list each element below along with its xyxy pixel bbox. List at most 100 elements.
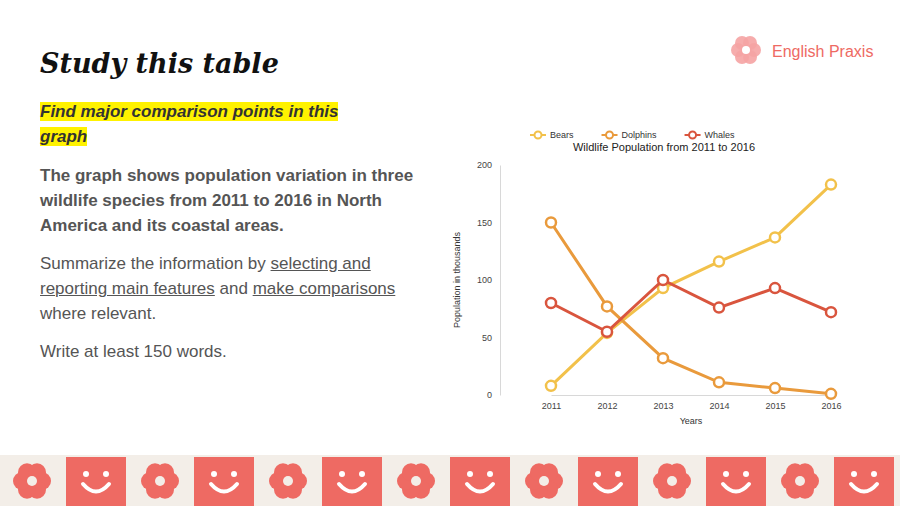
series-point xyxy=(826,307,836,317)
smiley-eye xyxy=(615,471,621,477)
smiley-eye xyxy=(83,471,89,477)
series-point xyxy=(602,327,612,337)
smiley-box xyxy=(578,457,638,506)
legend-item: Whales xyxy=(685,130,736,140)
footer-flower xyxy=(397,463,435,498)
highlight-text: Find major comparison points in this gra… xyxy=(40,102,338,146)
footer-smiley xyxy=(66,457,126,506)
x-tick: 2011 xyxy=(542,395,561,411)
highlight-box: Find major comparison points in this gra… xyxy=(40,99,385,149)
smiley-eye xyxy=(487,471,493,477)
y-tick: 0 xyxy=(487,390,500,400)
legend-marker xyxy=(606,132,613,139)
smiley-mouth xyxy=(339,484,365,492)
smiley-eye xyxy=(467,471,473,477)
footer-flower xyxy=(269,463,307,498)
footer-flower xyxy=(653,463,691,498)
smiley-eye xyxy=(211,471,217,477)
smiley-eye xyxy=(723,471,729,477)
art: English Praxis05010015020020112012201320… xyxy=(0,0,900,506)
legend-marker xyxy=(689,132,696,139)
x-tick-label: 2016 xyxy=(821,401,841,411)
smiley-mouth xyxy=(851,484,877,492)
series-point xyxy=(658,353,668,363)
footer-smiley xyxy=(194,457,254,506)
legend: Bears Dolphins Whales xyxy=(530,130,735,140)
flower-center xyxy=(411,476,421,486)
chart: 0 50 100 150 200 2011 2012 2013 2014 2015 2016 Popu… xyxy=(452,130,842,426)
chart-title: Wildlife Population from 2011 to 2016 xyxy=(573,141,755,153)
series-point xyxy=(546,381,556,391)
footer-smiley xyxy=(834,457,894,506)
flower-center xyxy=(539,476,549,486)
smiley-box xyxy=(66,457,126,506)
brand-logo xyxy=(731,36,761,64)
series-point xyxy=(826,180,836,190)
y-tick: 150 xyxy=(477,218,500,228)
footer-flower xyxy=(525,463,563,498)
heading: Study this table xyxy=(40,48,279,79)
x-tick: 2013 xyxy=(653,395,673,411)
series-point xyxy=(714,303,724,313)
y-tick-label: 200 xyxy=(477,160,492,170)
legend-label: Dolphins xyxy=(622,130,658,140)
x-tick-label: 2014 xyxy=(709,401,729,411)
x-tick: 2012 xyxy=(597,395,617,411)
series-line xyxy=(551,280,831,332)
instruction-part: Summarize the information by xyxy=(40,254,271,273)
series-point xyxy=(826,389,836,399)
x-tick: 2015 xyxy=(765,395,785,411)
smiley-eye xyxy=(339,471,345,477)
x-tick: 2014 xyxy=(709,395,729,411)
footer-smiley xyxy=(450,457,510,506)
y-tick: 50 xyxy=(482,333,500,343)
series-line xyxy=(551,223,831,394)
smiley-box xyxy=(834,457,894,506)
smiley-eye xyxy=(595,471,601,477)
smiley-eye xyxy=(743,471,749,477)
smiley-mouth xyxy=(83,484,109,492)
footer-band xyxy=(0,455,900,506)
footer-flower xyxy=(13,463,51,498)
y-tick-label: 100 xyxy=(477,275,492,285)
brand-text: English Praxis xyxy=(772,43,873,60)
y-axis-title: Population in thousands xyxy=(452,231,462,328)
y-tick: 100 xyxy=(477,275,500,285)
y-axis: 0 50 100 150 200 xyxy=(477,160,501,400)
smiley-eye xyxy=(851,471,857,477)
smiley-mouth xyxy=(467,484,493,492)
series-point xyxy=(658,275,668,285)
x-axis-line xyxy=(552,395,832,396)
smiley-box xyxy=(450,457,510,506)
smiley-eye xyxy=(871,471,877,477)
series-point xyxy=(714,257,724,267)
series-point xyxy=(770,283,780,293)
smiley-box xyxy=(194,457,254,506)
series-point xyxy=(546,218,556,228)
smiley-mouth xyxy=(595,484,621,492)
legend-item: Bears xyxy=(530,130,574,140)
legend-item: Dolphins xyxy=(602,130,658,140)
series-point xyxy=(602,301,612,311)
legend-label: Whales xyxy=(705,130,736,140)
logo-center xyxy=(742,46,750,54)
footer-flower xyxy=(781,463,819,498)
x-tick-label: 2011 xyxy=(542,401,561,411)
flower-center xyxy=(795,476,805,486)
x-axis: 2011 2012 2013 2014 2015 2016 xyxy=(542,395,842,411)
instruction-part: and xyxy=(215,279,253,298)
x-axis-title: Years xyxy=(680,416,703,426)
series-point xyxy=(770,232,780,242)
smiley-eye xyxy=(103,471,109,477)
legend-label: Bears xyxy=(550,130,574,140)
footer xyxy=(0,455,900,506)
slide: Study this table Find major comparison po… xyxy=(0,0,900,506)
footer-smiley xyxy=(322,457,382,506)
x-tick-label: 2013 xyxy=(653,401,673,411)
description: The graph shows population variation in … xyxy=(40,163,425,238)
y-tick: 200 xyxy=(477,160,500,170)
series-point xyxy=(770,383,780,393)
smiley-eye xyxy=(359,471,365,477)
smiley-box xyxy=(706,457,766,506)
legend-marker xyxy=(535,132,542,139)
